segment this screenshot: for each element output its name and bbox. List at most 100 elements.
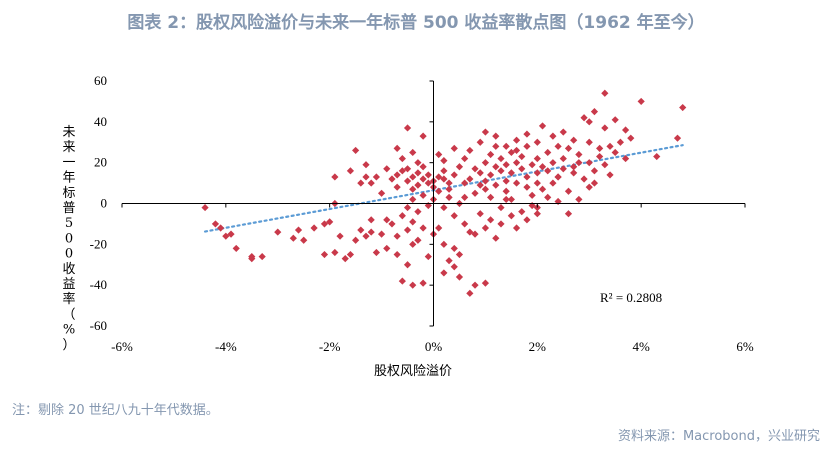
data-point xyxy=(487,216,495,224)
data-point xyxy=(621,154,630,163)
data-point xyxy=(549,132,557,140)
data-point xyxy=(518,165,526,173)
data-point xyxy=(357,226,365,234)
data-point xyxy=(398,212,406,220)
data-point xyxy=(471,189,479,197)
data-point xyxy=(512,179,521,187)
data-point xyxy=(523,183,531,191)
data-point xyxy=(523,173,531,181)
data-point xyxy=(409,173,417,181)
data-point xyxy=(564,187,573,195)
data-point xyxy=(450,144,458,152)
data-point xyxy=(450,244,458,253)
data-point xyxy=(409,195,417,204)
r-squared-annotation: R² = 0.2808 xyxy=(600,290,662,305)
data-point xyxy=(611,116,619,124)
data-point xyxy=(455,273,464,281)
data-point xyxy=(601,161,609,169)
data-point xyxy=(320,250,329,259)
data-point xyxy=(227,230,235,238)
data-point xyxy=(570,163,578,171)
data-point xyxy=(512,146,521,155)
data-point xyxy=(372,173,380,181)
data-point xyxy=(393,250,401,259)
data-point xyxy=(440,175,448,183)
data-point xyxy=(383,216,391,224)
data-point xyxy=(414,159,422,167)
data-point xyxy=(507,148,515,157)
data-point xyxy=(601,89,609,97)
data-point xyxy=(346,250,355,259)
data-point xyxy=(201,203,209,212)
data-point xyxy=(326,218,334,226)
axes-layer xyxy=(121,80,746,327)
data-point xyxy=(554,142,562,150)
data-point xyxy=(606,171,614,179)
data-point xyxy=(523,142,531,150)
data-point xyxy=(471,230,479,238)
data-point xyxy=(653,152,661,161)
data-point xyxy=(211,220,220,228)
data-point xyxy=(424,252,432,261)
data-point xyxy=(461,154,469,163)
data-point xyxy=(331,248,339,257)
data-point xyxy=(341,255,349,263)
data-point xyxy=(403,203,412,212)
data-point xyxy=(294,226,303,234)
trendline xyxy=(203,144,684,233)
data-point xyxy=(476,181,484,189)
data-point xyxy=(336,232,344,240)
data-point xyxy=(585,118,593,126)
data-point xyxy=(502,177,510,185)
data-point xyxy=(352,146,360,155)
data-point xyxy=(637,97,645,106)
data-point xyxy=(497,203,505,212)
data-point xyxy=(445,193,453,201)
data-point xyxy=(487,193,495,201)
chart-note: 注：剔除 20 世纪八九十年代数据。 xyxy=(12,403,219,418)
y-axis-title: 未来一年标普 5 0 0 收益率（%） xyxy=(62,125,75,353)
data-point xyxy=(512,159,521,167)
data-point xyxy=(481,185,490,193)
data-point xyxy=(455,250,464,259)
data-point xyxy=(481,159,490,167)
data-point xyxy=(585,183,593,191)
labels-layer: 60 40 20 0 -20 -40 -60 -6% -4% -2% 0% 2% 4% 6% 未来一年标普 5… xyxy=(62,73,753,354)
data-point xyxy=(481,224,490,232)
data-point xyxy=(564,144,573,152)
data-point xyxy=(414,169,422,177)
data-point xyxy=(367,216,375,224)
data-point xyxy=(435,150,443,159)
data-point xyxy=(533,203,541,212)
data-point xyxy=(533,179,541,187)
data-point xyxy=(616,138,624,146)
data-point xyxy=(523,130,531,138)
data-point xyxy=(372,248,380,257)
data-point xyxy=(466,289,474,297)
x-tick-label: 6% xyxy=(736,339,754,354)
scatter-chart: 60 40 20 0 -20 -40 -60 -6% -4% -2% 0% 2% 4% 6% 未来一年标普 5… xyxy=(62,73,753,379)
data-point xyxy=(409,281,417,289)
data-point xyxy=(440,269,448,277)
data-point xyxy=(596,152,604,161)
data-point xyxy=(518,208,526,216)
data-point xyxy=(274,228,282,236)
data-point xyxy=(217,224,225,232)
y-tick-label: 40 xyxy=(94,114,107,129)
data-point xyxy=(445,185,453,193)
data-point xyxy=(528,191,536,199)
data-point xyxy=(492,142,500,150)
data-point xyxy=(554,173,562,181)
data-point xyxy=(575,159,583,167)
data-point xyxy=(533,138,541,146)
data-point xyxy=(559,165,567,173)
data-point xyxy=(445,179,453,187)
data-point xyxy=(471,281,479,289)
data-point xyxy=(559,154,567,163)
data-point xyxy=(679,103,687,112)
data-point xyxy=(575,195,583,204)
data-point xyxy=(549,159,557,167)
data-point xyxy=(627,134,635,142)
data-point xyxy=(590,167,599,175)
points-layer xyxy=(201,89,687,297)
